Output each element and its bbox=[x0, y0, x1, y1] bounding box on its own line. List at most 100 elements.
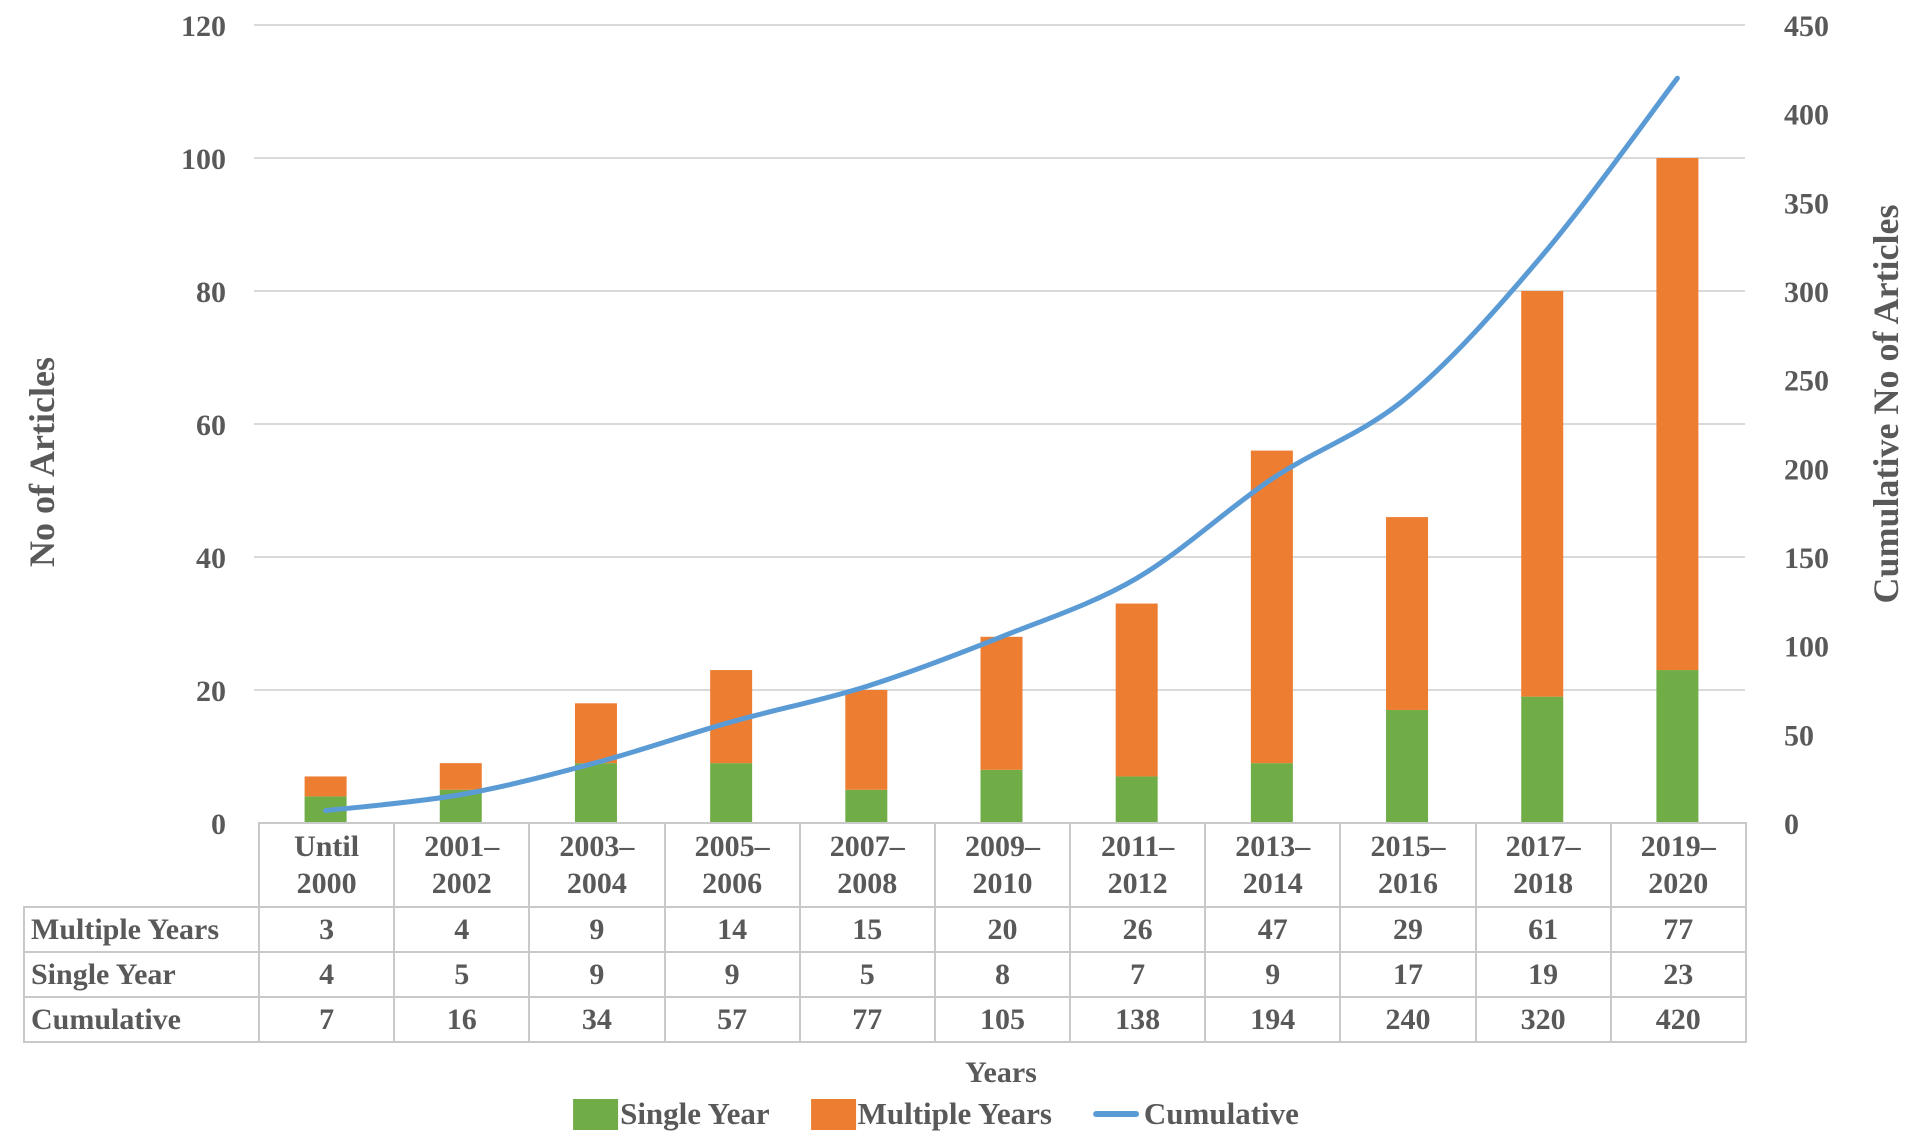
right-axis-tick-label: 250 bbox=[1784, 365, 1829, 398]
left-axis-tick-label: 40 bbox=[196, 542, 226, 575]
bar-multiple-years-segment bbox=[1386, 517, 1429, 710]
table-row: Single Year 4 5 9 9 5 8 7 9 17 19 23 bbox=[23, 951, 1747, 998]
year-header-line: 2009– bbox=[964, 830, 1040, 863]
bar-single-year-segment bbox=[574, 763, 617, 823]
table-cell: 9 bbox=[663, 951, 801, 998]
year-header-line: 2004 bbox=[566, 867, 627, 900]
table-cell: 77 bbox=[798, 996, 936, 1043]
year-header-line: 2018 bbox=[1513, 867, 1574, 900]
table-year-header-row: Until 2000 2001– 2002 2003– 2004 2005– 2006 2007… bbox=[24, 822, 1747, 908]
year-header-line: 2016 bbox=[1377, 867, 1438, 900]
legend: Single Year Multiple Years Cumulative bbox=[573, 1096, 1299, 1132]
legend-item: Single Year bbox=[573, 1096, 770, 1132]
bar-multiple-years-segment bbox=[439, 763, 482, 790]
table-cell: 14 bbox=[663, 906, 801, 953]
right-axis-tick-label: 0 bbox=[1784, 808, 1799, 841]
table-year-header-cell: Until 2000 bbox=[257, 822, 396, 908]
legend-item: Multiple Years bbox=[810, 1096, 1052, 1132]
table-cell: 105 bbox=[933, 996, 1072, 1043]
table-row: Cumulative 7 16 34 57 77 105 138 194 240 320 420 bbox=[23, 996, 1747, 1043]
year-header-line: 2002 bbox=[431, 867, 492, 900]
year-header-line: 2017– bbox=[1505, 830, 1581, 863]
bar-single-year-segment bbox=[1386, 709, 1429, 823]
year-header-line: 2008 bbox=[837, 867, 898, 900]
table-cell: 15 bbox=[798, 906, 936, 953]
bar-single-year-segment bbox=[1521, 696, 1564, 823]
cumulative-line bbox=[323, 75, 1680, 814]
year-header-line: 2000 bbox=[296, 867, 357, 900]
right-axis-tick-label: 100 bbox=[1784, 631, 1829, 664]
table-year-header-cell: 2001– 2002 bbox=[393, 822, 531, 908]
year-header-line: 2014 bbox=[1242, 867, 1303, 900]
table-cell: 240 bbox=[1339, 996, 1477, 1043]
table-year-header-cell: 2005– 2006 bbox=[663, 822, 801, 908]
right-axis-tick-label: 400 bbox=[1784, 99, 1829, 132]
table-cell: 7 bbox=[1069, 951, 1207, 998]
year-header-line: 2007– bbox=[829, 830, 905, 863]
right-axis-tick-label: 50 bbox=[1784, 719, 1814, 752]
right-axis-tick-label: 300 bbox=[1784, 276, 1829, 309]
table-cell: 320 bbox=[1474, 996, 1612, 1043]
left-axis-tick-label: 80 bbox=[196, 276, 226, 309]
right-axis-tick-label: 200 bbox=[1784, 453, 1829, 486]
right-axis-tick-label: 450 bbox=[1784, 10, 1829, 43]
table-cell: 47 bbox=[1204, 906, 1342, 953]
table-cell: 17 bbox=[1339, 951, 1477, 998]
table-cell: 5 bbox=[393, 951, 531, 998]
bar-multiple-years-segment bbox=[1115, 603, 1158, 777]
year-header-line: Until bbox=[294, 830, 360, 863]
right-axis-tick-label: 350 bbox=[1784, 187, 1829, 220]
bar-single-year-segment bbox=[1250, 763, 1293, 823]
legend-item: Cumulative bbox=[1092, 1096, 1299, 1132]
bar-multiple-years-segment bbox=[1521, 291, 1564, 697]
table-cell: 34 bbox=[528, 996, 666, 1043]
table-year-header-cell: 2019– 2020 bbox=[1609, 822, 1747, 908]
table-cell: 8 bbox=[933, 951, 1072, 998]
table-row-header: Single Year bbox=[23, 951, 260, 998]
year-header-line: 2006 bbox=[702, 867, 763, 900]
data-table: Until 2000 2001– 2002 2003– 2004 2005– 2006 2007… bbox=[23, 822, 1747, 1043]
bar-multiple-years-segment bbox=[1250, 450, 1293, 764]
table-cell: 5 bbox=[798, 951, 936, 998]
table-cell: 3 bbox=[257, 906, 396, 953]
table-cell: 23 bbox=[1609, 951, 1747, 998]
year-header-line: 2010 bbox=[972, 867, 1033, 900]
year-header-line: 2019– bbox=[1640, 830, 1716, 863]
bar-multiple-years-segment bbox=[574, 703, 617, 764]
table-cell: 57 bbox=[663, 996, 801, 1043]
year-header-line: 2012 bbox=[1107, 867, 1168, 900]
legend-square-swatch bbox=[810, 1098, 856, 1130]
table-cell: 7 bbox=[257, 996, 396, 1043]
bar-single-year-segment bbox=[845, 789, 888, 823]
bar-single-year-segment bbox=[1115, 776, 1158, 823]
year-header-line: 2005– bbox=[694, 830, 770, 863]
table-cell: 9 bbox=[1204, 951, 1342, 998]
legend-line-swatch bbox=[1092, 1111, 1139, 1117]
table-row: Multiple Years 3 4 9 14 15 20 26 47 29 61 77 bbox=[23, 906, 1747, 953]
table-cell: 77 bbox=[1609, 906, 1747, 953]
bar-multiple-years-segment bbox=[845, 690, 888, 790]
table-cell: 29 bbox=[1339, 906, 1477, 953]
table-corner-cell bbox=[24, 823, 259, 907]
table-row-header: Cumulative bbox=[23, 996, 260, 1043]
legend-square-swatch bbox=[573, 1098, 619, 1130]
table-cell: 16 bbox=[393, 996, 531, 1043]
table-year-header-cell: 2011– 2012 bbox=[1069, 822, 1207, 908]
x-axis-title: Years bbox=[965, 1056, 1037, 1089]
year-header-line: 2020 bbox=[1648, 867, 1709, 900]
table-year-header-cell: 2003– 2004 bbox=[528, 822, 666, 908]
bar-multiple-years-segment bbox=[304, 776, 347, 797]
table-year-header-cell: 2007– 2008 bbox=[798, 822, 936, 908]
table-cell: 138 bbox=[1069, 996, 1207, 1043]
table-row-header: Multiple Years bbox=[23, 906, 260, 953]
table-cell: 194 bbox=[1204, 996, 1342, 1043]
bar-single-year-segment bbox=[1656, 670, 1699, 823]
table-cell: 420 bbox=[1609, 996, 1747, 1043]
left-axis-tick-label: 20 bbox=[196, 675, 226, 708]
year-header-line: 2013– bbox=[1235, 830, 1311, 863]
table-cell: 9 bbox=[528, 951, 666, 998]
right-axis-tick-label: 150 bbox=[1784, 542, 1829, 575]
table-year-header-cell: 2017– 2018 bbox=[1474, 822, 1612, 908]
